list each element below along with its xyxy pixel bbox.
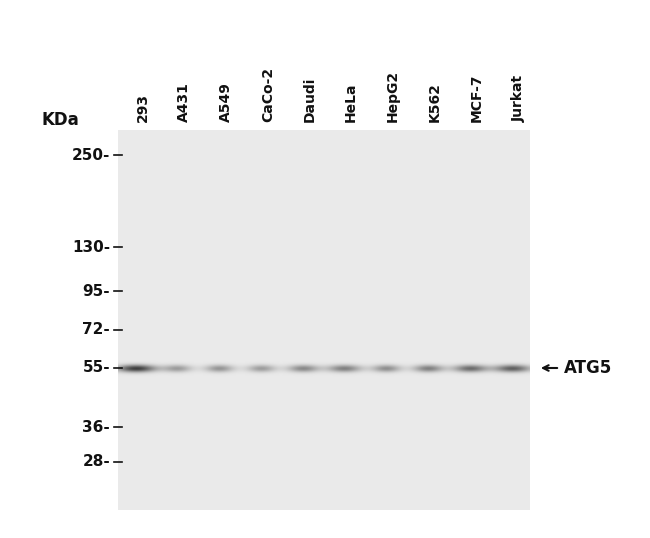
Text: 130-: 130- <box>72 239 110 254</box>
Text: KDa: KDa <box>41 111 79 129</box>
Text: 36-: 36- <box>83 420 110 435</box>
Text: 28-: 28- <box>83 455 110 470</box>
Text: 72-: 72- <box>83 322 110 337</box>
Text: MCF-7: MCF-7 <box>470 74 484 122</box>
Text: Daudi: Daudi <box>303 76 317 122</box>
Text: 95-: 95- <box>83 284 110 299</box>
Text: Jurkat: Jurkat <box>512 75 526 122</box>
Text: HeLa: HeLa <box>344 82 358 122</box>
Text: 250-: 250- <box>72 147 110 162</box>
Text: HepG2: HepG2 <box>386 70 400 122</box>
Text: 293: 293 <box>136 93 150 122</box>
Text: K562: K562 <box>428 82 442 122</box>
Text: ATG5: ATG5 <box>564 359 612 377</box>
Text: CaCo-2: CaCo-2 <box>261 67 275 122</box>
Text: A549: A549 <box>219 82 233 122</box>
Text: 55-: 55- <box>83 360 110 376</box>
Text: A431: A431 <box>177 82 191 122</box>
